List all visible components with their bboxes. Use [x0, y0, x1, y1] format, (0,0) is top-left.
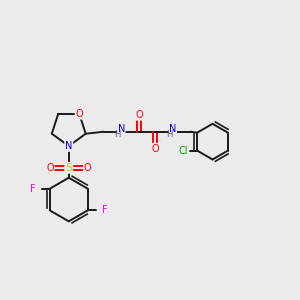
Text: O: O — [75, 109, 83, 119]
Text: O: O — [46, 163, 54, 173]
Text: H: H — [166, 130, 172, 139]
Text: N: N — [118, 124, 125, 134]
Text: H: H — [114, 130, 121, 139]
Text: O: O — [84, 163, 92, 173]
Text: F: F — [102, 206, 107, 215]
Text: N: N — [65, 141, 72, 151]
Text: Cl: Cl — [178, 146, 188, 156]
Text: S: S — [65, 163, 72, 173]
Text: F: F — [30, 184, 36, 194]
Text: O: O — [151, 144, 159, 154]
Text: O: O — [135, 110, 143, 120]
Text: N: N — [169, 124, 177, 134]
